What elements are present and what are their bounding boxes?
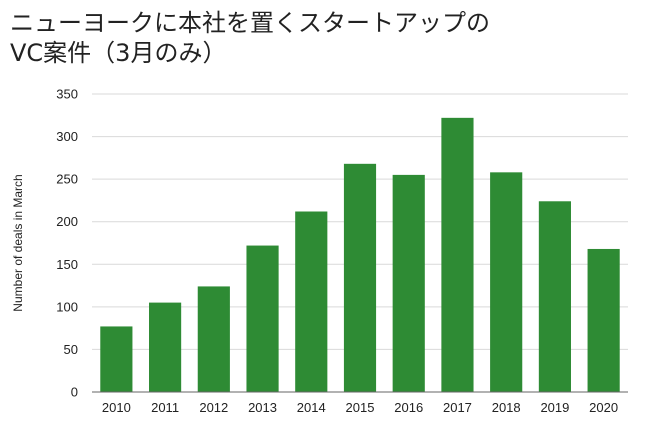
y-tick-label: 0 [71, 385, 78, 400]
y-tick-label: 50 [64, 342, 78, 357]
x-tick-label: 2014 [297, 400, 326, 415]
y-tick-label: 350 [56, 87, 78, 102]
bar-2013 [246, 245, 279, 392]
y-tick-label: 150 [56, 257, 78, 272]
bar-2017 [441, 117, 474, 392]
x-tick-label: 2017 [443, 400, 472, 415]
bar-2018 [490, 172, 523, 392]
bar-2011 [149, 302, 182, 392]
chart-title: ニューヨークに本社を置くスタートアップの VC案件（3月のみ） [10, 8, 570, 68]
bar-2016 [392, 174, 425, 392]
bar-2019 [538, 201, 571, 392]
y-tick-label: 200 [56, 214, 78, 229]
y-tick-label: 300 [56, 129, 78, 144]
x-tick-label: 2015 [346, 400, 375, 415]
x-tick-label: 2018 [492, 400, 521, 415]
chart-title-line-2: VC案件（3月のみ） [10, 39, 227, 67]
bars [100, 117, 620, 392]
axes: 0 50 100 150 200 250 300 350 2010 2011 2012 2013 201… [56, 87, 628, 415]
bar-2012 [197, 286, 230, 392]
bar-2014 [295, 211, 328, 392]
chart-title-line-1: ニューヨークに本社を置くスタートアップの [10, 9, 490, 37]
x-tick-label: 2010 [102, 400, 131, 415]
y-tick-label: 100 [56, 299, 78, 314]
x-tick-label: 2013 [248, 400, 277, 415]
x-tick-label: 2020 [589, 400, 618, 415]
bar-2010 [100, 326, 133, 392]
bar-2020 [587, 248, 620, 392]
x-tick-label: 2012 [199, 400, 228, 415]
bar-2015 [343, 163, 377, 392]
x-tick-label: 2019 [540, 400, 569, 415]
x-tick-label: 2011 [151, 400, 179, 415]
y-axis-label: Number of deals in March [11, 174, 25, 311]
y-tick-label: 250 [56, 172, 78, 187]
x-tick-label: 2016 [394, 400, 423, 415]
